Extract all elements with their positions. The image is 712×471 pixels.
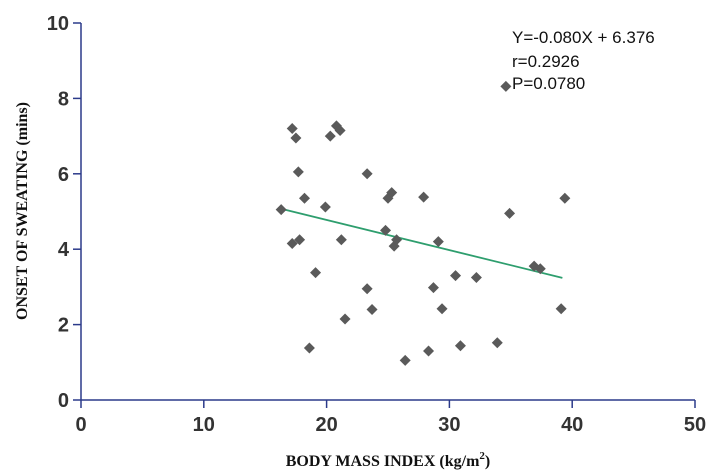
y-tick-label: 2 (58, 315, 69, 337)
y-axis-title: ONSET OF SWEATING (mins) (14, 102, 31, 320)
data-point (380, 224, 392, 236)
data-point (436, 303, 448, 315)
data-point (423, 345, 435, 357)
data-point (427, 282, 439, 294)
data-point (418, 191, 430, 203)
regression-line (283, 208, 563, 279)
data-point (290, 132, 302, 144)
data-point (275, 204, 287, 216)
data-point (361, 283, 373, 295)
data-point (470, 271, 482, 283)
data-point (334, 124, 346, 136)
data-point (491, 337, 503, 349)
data-point (504, 207, 516, 219)
x-tick-label: 30 (438, 414, 460, 436)
x-tick-label: 50 (684, 414, 706, 436)
data-point (361, 168, 373, 180)
data-point (534, 263, 546, 275)
tick-labels: 0 10 20 30 40 50 0 2 4 6 8 10 (47, 13, 706, 436)
data-point (391, 234, 403, 246)
data-point (500, 80, 512, 92)
data-point (319, 201, 331, 213)
data-point (399, 354, 411, 366)
p-value-label: P=0.0780 (512, 74, 585, 93)
data-point (555, 303, 567, 315)
y-tick-label: 8 (58, 88, 69, 110)
data-point (298, 192, 310, 204)
data-point (310, 267, 322, 279)
data-point (366, 304, 378, 316)
data-point (432, 236, 444, 248)
data-point (450, 270, 462, 282)
x-tick-label: 10 (193, 414, 215, 436)
y-tick-label: 0 (58, 390, 69, 412)
data-point (330, 120, 342, 132)
x-tick-label: 20 (315, 414, 337, 436)
data-points (275, 80, 571, 366)
data-point (339, 313, 351, 325)
data-point (286, 123, 298, 135)
tick-marks (73, 22, 696, 408)
data-point (454, 340, 466, 352)
data-point (324, 130, 336, 142)
data-point (386, 187, 398, 199)
y-tick-label: 4 (58, 239, 70, 261)
data-point (286, 238, 298, 250)
axes (80, 23, 695, 401)
y-tick-label: 6 (58, 164, 69, 186)
x-axis-title: BODY MASS INDEX (kg/m2) (286, 450, 490, 470)
data-point (335, 234, 347, 246)
data-point (292, 166, 304, 178)
y-tick-label: 10 (47, 13, 69, 35)
regression-annotation: Y=-0.080X + 6.376 r=0.2926 P=0.0780 (512, 28, 655, 93)
x-tick-label: 0 (75, 414, 86, 436)
data-point (559, 192, 571, 204)
r-value-label: r=0.2926 (512, 52, 580, 71)
data-point (303, 342, 315, 354)
data-point (294, 234, 306, 246)
x-tick-label: 40 (561, 414, 583, 436)
equation-label: Y=-0.080X + 6.376 (512, 28, 655, 47)
